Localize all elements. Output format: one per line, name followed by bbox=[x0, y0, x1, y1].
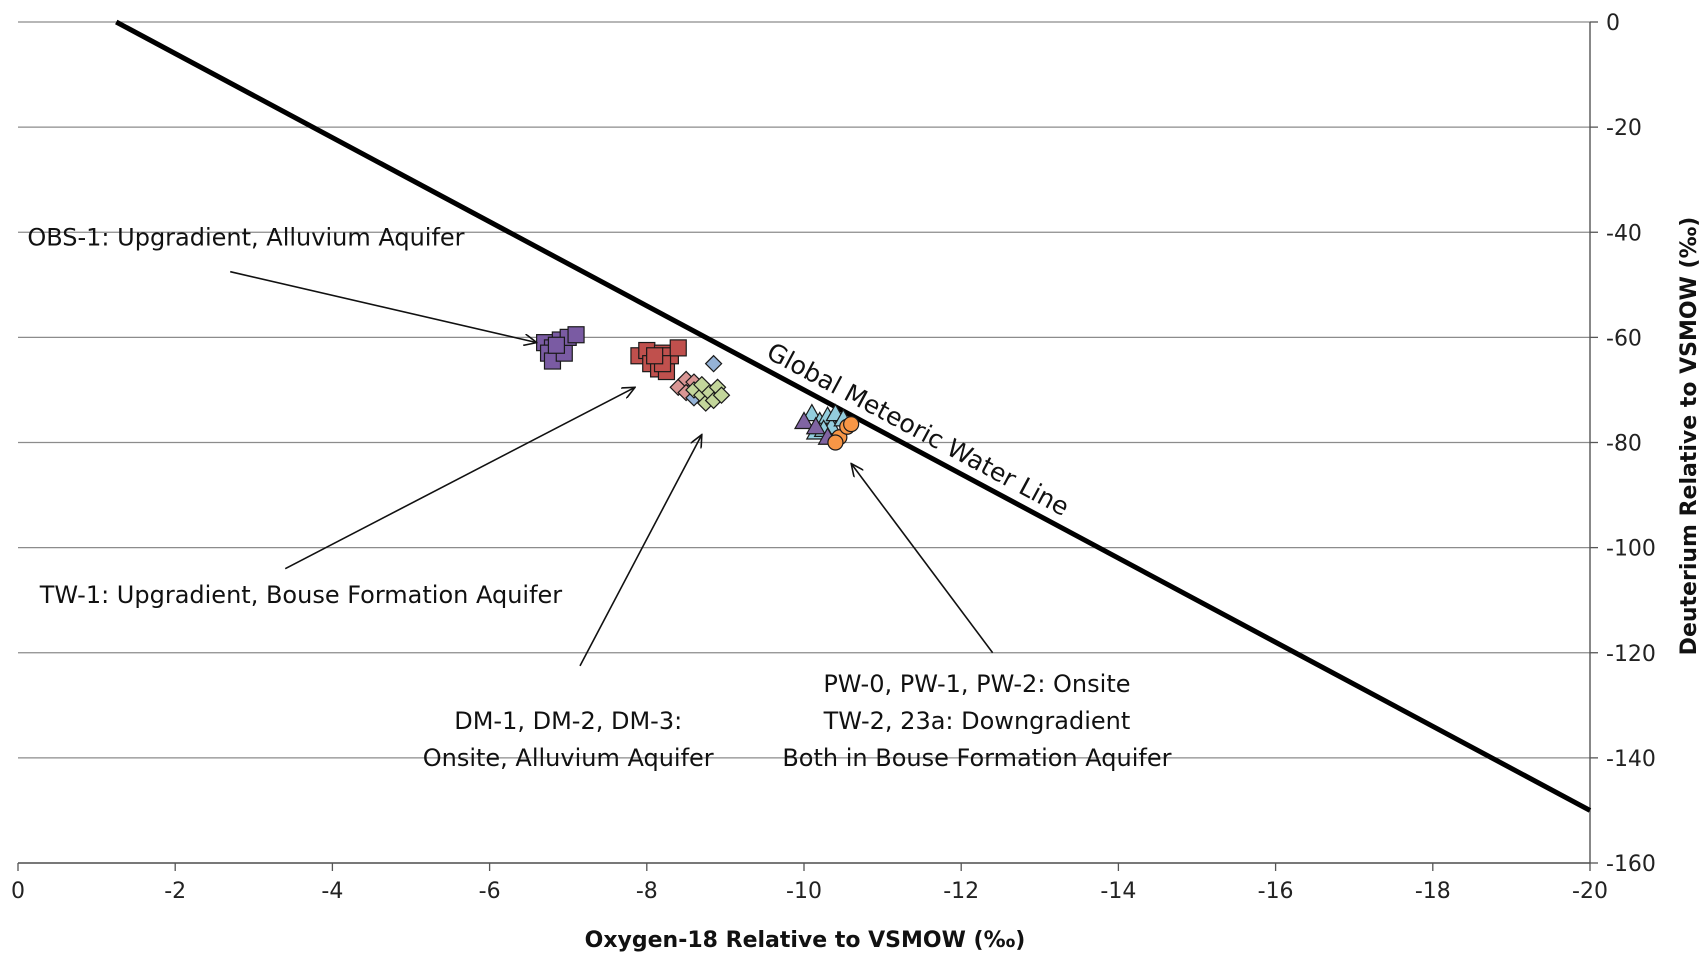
x-tick-label: -8 bbox=[636, 879, 658, 904]
data-point-square bbox=[567, 326, 585, 344]
annotation-text: TW-2, 23a: Downgradient bbox=[823, 707, 1131, 735]
annotation-text: OBS-1: Upgradient, Alluvium Aquifer bbox=[27, 223, 464, 251]
y-tick-label: -120 bbox=[1606, 642, 1656, 667]
annotation-text: TW-1: Upgradient, Bouse Formation Aquife… bbox=[39, 581, 563, 609]
y-tick-label: 0 bbox=[1606, 11, 1620, 36]
y-tick-label: -100 bbox=[1606, 537, 1656, 562]
y-tick-label: -80 bbox=[1606, 432, 1642, 457]
annotation-arrow bbox=[284, 387, 635, 570]
y-tick-label: -160 bbox=[1606, 852, 1656, 877]
data-point-circle bbox=[843, 416, 860, 433]
y-axis-title: Deuterium Relative to VSMOW (‰) bbox=[1677, 217, 1702, 656]
x-tick-label: -16 bbox=[1258, 879, 1294, 904]
annotation-text: Both in Bouse Formation Aquifer bbox=[782, 744, 1171, 772]
x-tick-label: -12 bbox=[943, 879, 979, 904]
annotation-arrow bbox=[230, 270, 537, 343]
annotation-text: Onsite, Alluvium Aquifer bbox=[423, 744, 714, 772]
y-tick-label: -60 bbox=[1606, 326, 1642, 351]
annotations: OBS-1: Upgradient, Alluvium Aquifer TW-1:… bbox=[27, 223, 1171, 772]
data-point-diamond bbox=[712, 386, 731, 405]
x-tick-label: -4 bbox=[321, 879, 343, 904]
axes: 0 -20 -40 -60 -80 -100 -120 -140 -160 0 -2 -4 -6 -8 -1… bbox=[11, 11, 1656, 904]
meteoric-water-line bbox=[115, 19, 1592, 813]
data-point-square bbox=[547, 336, 566, 354]
axis-labels: Oxygen-18 Relative to VSMOW (‰) Deuteriu… bbox=[585, 217, 1702, 953]
data-point-triangle bbox=[793, 411, 815, 430]
x-tick-label: -6 bbox=[479, 879, 501, 904]
y-tick-label: -140 bbox=[1606, 747, 1656, 772]
x-axis-title: Oxygen-18 Relative to VSMOW (‰) bbox=[585, 928, 1026, 953]
annotation-text: PW-0, PW-1, PW-2: Onsite bbox=[823, 670, 1130, 698]
data-point-triangle bbox=[805, 416, 826, 435]
data-point-diamond bbox=[692, 375, 711, 394]
y-tick-label: -40 bbox=[1606, 221, 1642, 246]
x-tick-label: -20 bbox=[1572, 879, 1608, 904]
gridlines bbox=[18, 21, 1590, 864]
x-tick-label: -10 bbox=[786, 879, 822, 904]
x-tick-label: -14 bbox=[1100, 879, 1136, 904]
data-point-diamond bbox=[704, 354, 723, 373]
data-point-circle bbox=[827, 434, 844, 451]
annotation-arrow bbox=[579, 435, 702, 667]
x-tick-label: 0 bbox=[11, 879, 25, 904]
data-point-square bbox=[646, 347, 664, 365]
annotation-arrow bbox=[851, 464, 994, 654]
data-point-square bbox=[669, 339, 687, 357]
annotation-text: DM-1, DM-2, DM-3: bbox=[454, 707, 682, 735]
x-tick-label: -2 bbox=[164, 879, 186, 904]
data-point-triangle bbox=[801, 403, 822, 422]
x-tick-label: -18 bbox=[1415, 879, 1451, 904]
y-tick-label: -20 bbox=[1606, 116, 1642, 141]
data-points bbox=[536, 326, 860, 451]
